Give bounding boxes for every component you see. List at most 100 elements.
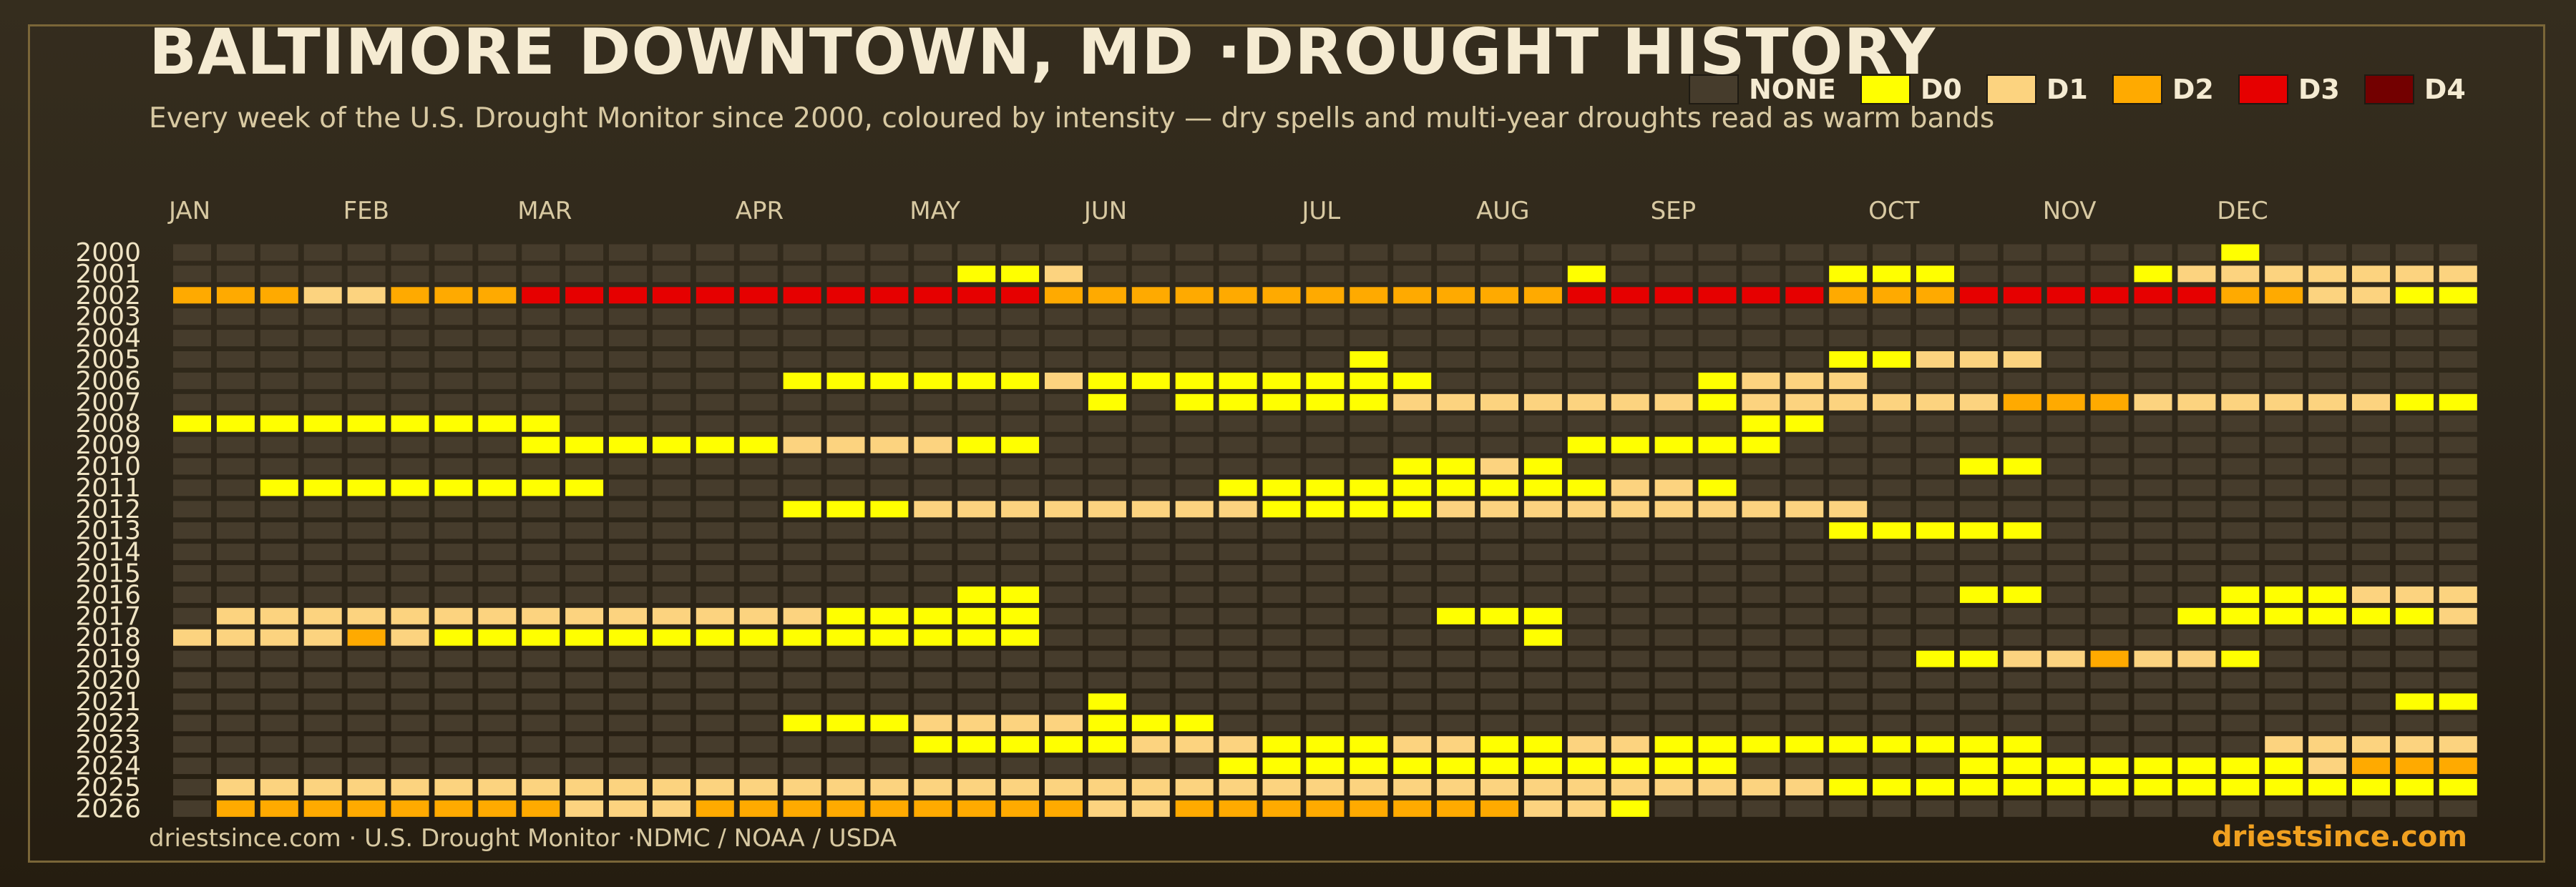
cell-2025-w44	[2046, 779, 2085, 795]
cell-2025-w36	[1698, 779, 1737, 795]
cell-2012-w49	[2265, 501, 2303, 518]
cell-2020-w33	[1567, 672, 1606, 689]
cell-2020-w22	[1088, 672, 1126, 689]
cell-2017-w5	[347, 607, 386, 624]
year-label-2016: 2016	[75, 580, 141, 609]
cell-2004-w8	[478, 330, 517, 347]
cell-2007-w20	[1001, 393, 1040, 411]
cell-2009-w12	[652, 436, 691, 454]
cell-2018-w4	[303, 629, 342, 646]
cell-2019-w33	[1567, 650, 1606, 667]
cell-2015-w48	[2221, 565, 2260, 582]
cell-2022-w13	[696, 715, 734, 732]
cell-2018-w17	[870, 629, 909, 646]
cell-2008-w4	[303, 415, 342, 432]
cell-2012-w13	[696, 501, 734, 518]
cell-2011-w5	[347, 479, 386, 496]
cell-2003-w43	[2003, 308, 2041, 325]
cell-2017-w20	[1001, 607, 1040, 624]
cell-2008-w9	[522, 415, 560, 432]
cell-2003-w14	[739, 308, 778, 325]
cell-2001-w13	[696, 265, 734, 283]
cell-2017-w11	[609, 607, 647, 624]
cell-2007-w7	[434, 393, 473, 411]
cell-2015-w44	[2046, 565, 2085, 582]
cell-2001-w27	[1306, 265, 1345, 283]
cell-2020-w39	[1829, 672, 1868, 689]
cell-2011-w24	[1175, 479, 1214, 496]
cell-2016-w31	[1480, 586, 1518, 603]
cell-2013-w16	[826, 522, 865, 539]
cell-2009-w38	[1785, 436, 1824, 454]
cell-2000-w30	[1437, 244, 1475, 261]
cell-2024-w39	[1829, 758, 1868, 775]
cell-2019-w21	[1045, 650, 1083, 667]
cell-2005-w30	[1437, 351, 1475, 368]
cell-2008-w12	[652, 415, 691, 432]
cell-2017-w43	[2003, 607, 2041, 624]
cell-2017-w50	[2308, 607, 2347, 624]
cell-2009-w41	[1916, 436, 1954, 454]
cell-2001-w42	[1959, 265, 1998, 283]
cell-2007-w6	[391, 393, 429, 411]
cell-2016-w8	[478, 586, 517, 603]
cell-2009-w26	[1262, 436, 1301, 454]
cell-2021-w2	[216, 693, 255, 710]
cell-2004-w19	[957, 330, 996, 347]
cell-2009-w37	[1742, 436, 1780, 454]
cell-2006-w35	[1654, 372, 1693, 389]
cell-2026-w1	[173, 800, 211, 817]
cell-2014-w53	[2439, 544, 2477, 561]
cell-2010-w8	[478, 458, 517, 475]
cell-2025-w34	[1611, 779, 1649, 795]
cell-2014-w10	[565, 544, 604, 561]
cell-2019-w16	[826, 650, 865, 667]
cell-2000-w51	[2352, 244, 2390, 261]
cell-2015-w33	[1567, 565, 1606, 582]
cell-2022-w7	[434, 715, 473, 732]
cell-2000-w21	[1045, 244, 1083, 261]
cell-2014-w29	[1393, 544, 1432, 561]
cell-2017-w53	[2439, 607, 2477, 624]
cell-2013-w28	[1350, 522, 1388, 539]
cell-2001-w37	[1742, 265, 1780, 283]
cell-2010-w25	[1219, 458, 1257, 475]
cell-2024-w36	[1698, 758, 1737, 775]
cell-2008-w32	[1523, 415, 1562, 432]
cell-2021-w12	[652, 693, 691, 710]
cell-2008-w38	[1785, 415, 1824, 432]
cell-2020-w32	[1523, 672, 1562, 689]
cell-2016-w16	[826, 586, 865, 603]
cell-2024-w37	[1742, 758, 1780, 775]
cell-2004-w12	[652, 330, 691, 347]
cell-2017-w17	[870, 607, 909, 624]
cell-2010-w42	[1959, 458, 1998, 475]
month-label-feb: FEB	[343, 197, 389, 225]
cell-2020-w34	[1611, 672, 1649, 689]
cell-2008-w34	[1611, 415, 1649, 432]
cell-2016-w45	[2090, 586, 2129, 603]
cell-2001-w7	[434, 265, 473, 283]
cell-2020-w29	[1393, 672, 1432, 689]
cell-2024-w23	[1131, 758, 1170, 775]
cell-2001-w18	[914, 265, 952, 283]
cell-2013-w31	[1480, 522, 1518, 539]
cell-2024-w13	[696, 758, 734, 775]
cell-2002-w47	[2177, 287, 2216, 304]
cell-2007-w17	[870, 393, 909, 411]
cell-2021-w34	[1611, 693, 1649, 710]
cell-2010-w24	[1175, 458, 1214, 475]
cell-2012-w29	[1393, 501, 1432, 518]
cell-2011-w2	[216, 479, 255, 496]
cell-2003-w38	[1785, 308, 1824, 325]
cell-2016-w5	[347, 586, 386, 603]
cell-2024-w53	[2439, 758, 2477, 775]
cell-2001-w23	[1131, 265, 1170, 283]
cell-2011-w19	[957, 479, 996, 496]
cell-2019-w29	[1393, 650, 1432, 667]
cell-2002-w20	[1001, 287, 1040, 304]
cell-2012-w18	[914, 501, 952, 518]
cell-2024-w49	[2265, 758, 2303, 775]
cell-2012-w11	[609, 501, 647, 518]
cell-2000-w3	[260, 244, 298, 261]
